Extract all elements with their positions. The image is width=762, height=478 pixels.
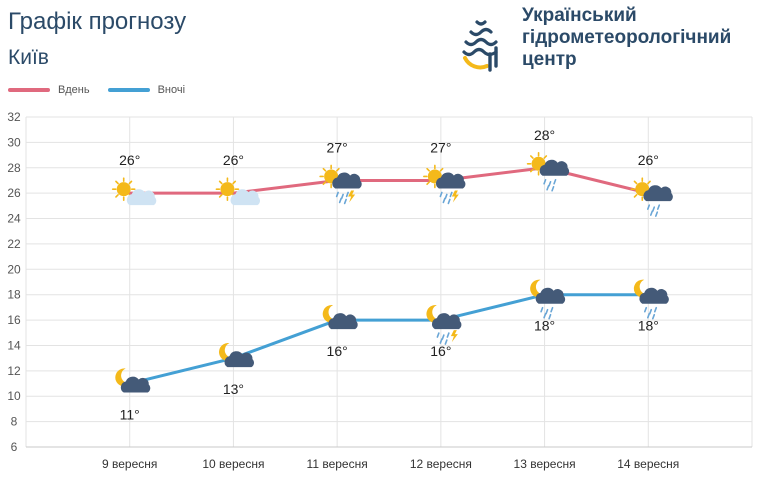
night-temp-label: 18°: [638, 318, 659, 334]
cloud-shape: [224, 351, 254, 368]
moon-cloud-rain-icon: [633, 279, 669, 320]
day-temp-label: 26°: [119, 152, 140, 168]
x-tick-label: 14 вересня: [617, 457, 679, 471]
org-line-2: гідрометеорологічний: [522, 27, 732, 48]
y-tick-label: 30: [7, 135, 21, 149]
moon-shape: [219, 343, 236, 362]
moon-shape: [115, 368, 132, 387]
x-tick-label: 9 вересня: [102, 457, 157, 471]
night-temp-label: 11°: [120, 407, 140, 423]
cloud-shape: [332, 172, 362, 189]
moon-shape: [426, 304, 443, 323]
legend-night-swatch: [107, 88, 150, 92]
y-tick-label: 24: [7, 212, 21, 226]
day-temp-label: 27°: [430, 139, 451, 155]
sun-cloud-thunder-rain-icon: [423, 164, 466, 205]
lightning-shape: [348, 190, 356, 203]
legend-day[interactable]: Вдень: [8, 84, 90, 96]
cloud-shape: [539, 159, 570, 176]
x-tick-label: 11 вересня: [307, 457, 368, 471]
day-temp-label: 28°: [534, 127, 555, 143]
cloud-shape: [639, 287, 669, 304]
chart-legend: Вдень Вночі: [8, 81, 203, 99]
moon-shape: [530, 279, 547, 298]
rain-shape: [335, 191, 349, 205]
sun-cloud-icon: [215, 177, 260, 206]
rain-shape: [643, 306, 658, 320]
lightning-shape: [451, 190, 459, 203]
y-tick-label: 6: [11, 440, 18, 454]
day-temp-label: 26°: [638, 152, 659, 168]
rain-shape: [439, 191, 453, 205]
sun-shape: [215, 177, 240, 201]
moon-shape: [633, 279, 651, 298]
y-tick-label: 12: [7, 364, 21, 378]
x-tick-label: 10 вересня: [202, 457, 264, 471]
sun-cloud-icon: [111, 177, 157, 206]
y-tick-label: 22: [7, 237, 21, 251]
y-tick-label: 18: [7, 288, 21, 302]
org-line-3: центр: [522, 49, 577, 70]
cloud-shape: [126, 189, 157, 206]
moon-cloud-rain-icon: [530, 279, 566, 320]
cloud-shape: [432, 313, 462, 330]
y-tick-label: 16: [7, 313, 21, 327]
cloud-shape: [643, 185, 673, 202]
org-line-1: Український: [522, 5, 637, 26]
cloud-shape: [436, 172, 466, 189]
sun-cloud-rain-icon: [630, 177, 673, 217]
rain-shape: [543, 178, 557, 192]
lightning-shape: [450, 330, 458, 343]
cloud-shape: [535, 287, 566, 304]
y-tick-label: 8: [11, 415, 18, 429]
moon-shape: [322, 304, 340, 323]
moon-cloud-icon: [219, 343, 254, 368]
night-temp-label: 13°: [223, 381, 244, 397]
y-tick-label: 14: [7, 338, 21, 352]
legend-day-swatch: [8, 88, 50, 92]
sun-cloud-thunder-rain-icon: [319, 164, 362, 205]
ukrhydromet-logo-icon: [462, 10, 499, 72]
y-tick-label: 26: [7, 186, 21, 200]
rain-shape: [646, 204, 661, 217]
x-tick-label: 12 вересня: [410, 457, 472, 471]
rain-shape: [436, 332, 450, 345]
y-tick-label: 20: [7, 262, 21, 276]
y-tick-label: 10: [7, 389, 21, 403]
y-tick-label: 28: [7, 161, 21, 175]
legend-night[interactable]: Вночі: [107, 84, 186, 96]
night-temp-label: 16°: [327, 343, 348, 359]
x-tick-label: 13 вересня: [514, 457, 576, 471]
y-tick-label: 32: [7, 110, 21, 124]
day-temp-label: 26°: [223, 152, 244, 168]
organization-name: Український гідрометеорологічний центр: [522, 5, 731, 71]
moon-cloud-thunder-rain-icon: [426, 304, 462, 345]
sun-cloud-rain-icon: [526, 151, 570, 192]
moon-cloud-icon: [322, 304, 358, 330]
rain-shape: [540, 306, 554, 320]
page-title: Графік прогнозу: [8, 8, 187, 35]
legend-day-label: Вдень: [58, 84, 90, 96]
night-temp-label: 16°: [430, 343, 451, 359]
legend-night-label: Вночі: [157, 84, 186, 96]
night-series-line: [128, 293, 650, 386]
moon-cloud-icon: [115, 368, 151, 393]
city-name: Київ: [8, 46, 49, 69]
night-temp-label: 18°: [534, 318, 555, 334]
cloud-shape: [230, 189, 260, 206]
day-series-line: [128, 166, 650, 195]
day-temp-label: 27°: [327, 139, 348, 155]
cloud-shape: [120, 376, 151, 393]
cloud-shape: [328, 313, 358, 330]
